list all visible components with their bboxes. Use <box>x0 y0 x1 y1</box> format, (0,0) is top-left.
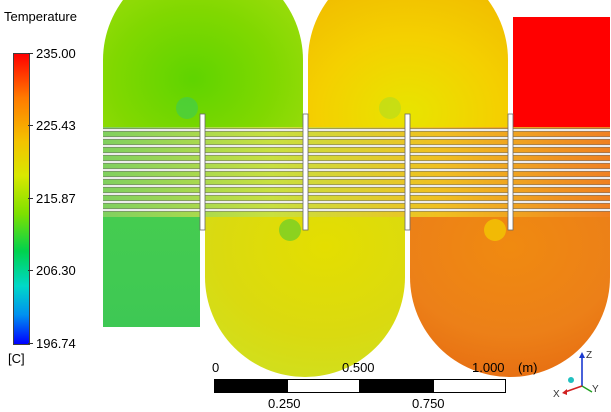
flow-spot <box>379 97 401 119</box>
y-axis-arrow <box>581 385 593 393</box>
scale-label-0750: 0.750 <box>412 396 445 411</box>
temperature-colorbar <box>13 53 30 345</box>
flow-spot <box>484 219 506 241</box>
scale-bar-segment <box>433 379 506 393</box>
tube-outlines <box>103 128 610 212</box>
outlet-region <box>513 17 610 130</box>
scale-label-1000: 1.000 <box>472 360 505 375</box>
legend-tick-label: 225.43 <box>36 118 76 133</box>
scale-unit: (m) <box>518 360 538 375</box>
baffle-chamber-1 <box>103 0 303 130</box>
legend-unit: [C] <box>8 351 25 366</box>
legend-tick <box>28 198 33 199</box>
x-axis-arrow <box>564 385 583 393</box>
scale-bar-segment <box>214 379 287 393</box>
baffle-plates <box>199 113 514 231</box>
legend-tick <box>28 343 33 344</box>
legend-tick <box>28 270 33 271</box>
scale-label-0500: 0.500 <box>342 360 375 375</box>
z-axis-label: Z <box>586 350 592 361</box>
legend-title: Temperature <box>4 9 77 24</box>
triad-origin-marker <box>568 377 574 383</box>
baffle-chamber-4 <box>410 214 610 377</box>
legend-tick <box>28 53 33 54</box>
baffle-chamber-2 <box>205 214 405 377</box>
tube-walls <box>103 128 610 212</box>
y-axis-label: Y <box>592 384 599 395</box>
x-axis-head <box>562 389 567 395</box>
inlet-region <box>103 214 200 327</box>
legend-tick-label-min: 196.74 <box>36 336 76 351</box>
orientation-triad[interactable]: Z X Y <box>552 348 604 400</box>
scale-bar-segment <box>360 379 433 393</box>
x-axis-label: X <box>553 389 560 400</box>
z-axis-head <box>579 352 585 358</box>
legend-tick-label: 206.30 <box>36 263 76 278</box>
baffle-chamber-3 <box>308 0 508 130</box>
scale-bar-segment <box>287 379 360 393</box>
legend-tick-label-max: 235.00 <box>36 46 76 61</box>
flow-spot <box>176 97 198 119</box>
legend-tick-label: 215.87 <box>36 191 76 206</box>
legend-tick <box>28 125 33 126</box>
scale-label-0: 0 <box>212 360 220 375</box>
flow-spot <box>279 219 301 241</box>
scale-label-0250: 0.250 <box>268 396 301 411</box>
